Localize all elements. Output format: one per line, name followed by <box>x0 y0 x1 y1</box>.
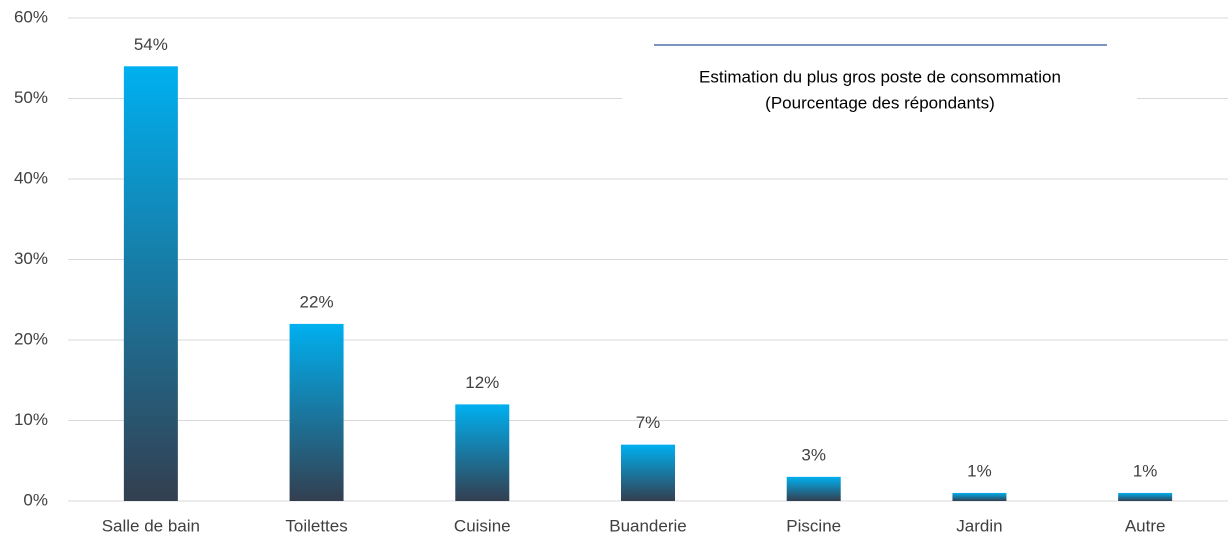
bar <box>455 404 510 501</box>
data-label: 1% <box>1133 461 1158 480</box>
x-tick-label: Cuisine <box>454 516 511 535</box>
chart-title: Estimation du plus gros poste de consomm… <box>699 67 1061 86</box>
x-tick-label: Toilettes <box>285 516 347 535</box>
x-tick-label: Salle de bain <box>102 516 200 535</box>
data-label: 12% <box>465 373 499 392</box>
bar <box>123 66 178 502</box>
data-label: 54% <box>134 35 168 54</box>
y-tick-label: 60% <box>14 7 48 26</box>
y-tick-label: 40% <box>14 168 48 187</box>
y-tick-label: 20% <box>14 329 48 348</box>
y-tick-label: 30% <box>14 249 48 268</box>
x-tick-label: Autre <box>1125 516 1166 535</box>
y-tick-label: 0% <box>23 490 48 509</box>
bar <box>786 476 841 501</box>
y-tick-label: 50% <box>14 88 48 107</box>
x-tick-label: Buanderie <box>609 516 687 535</box>
data-label: 3% <box>801 445 826 464</box>
x-tick-label: Jardin <box>956 516 1002 535</box>
x-tick-label: Piscine <box>786 516 841 535</box>
y-tick-label: 10% <box>14 410 48 429</box>
chart-subtitle: (Pourcentage des répondants) <box>765 93 995 112</box>
bar <box>289 323 344 501</box>
title-box <box>622 36 1137 128</box>
data-label: 1% <box>967 461 992 480</box>
bar <box>952 492 1007 501</box>
data-label: 7% <box>636 413 661 432</box>
bar <box>1118 492 1173 501</box>
data-label: 22% <box>300 292 334 311</box>
bar <box>621 444 675 501</box>
